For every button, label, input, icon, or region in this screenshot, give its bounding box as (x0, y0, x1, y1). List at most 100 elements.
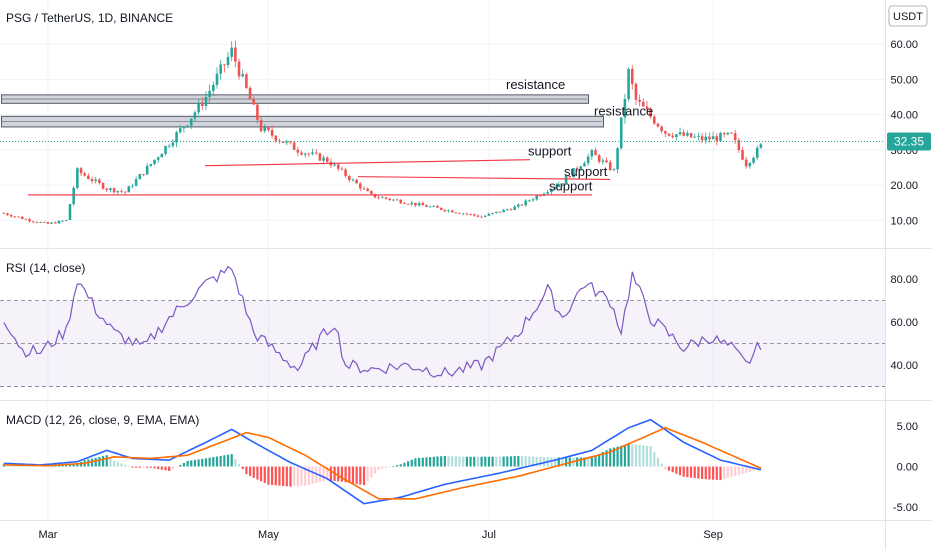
candle-body (267, 127, 270, 131)
candle-body (384, 197, 388, 199)
candle-body (715, 136, 719, 141)
candle-body (612, 169, 616, 171)
candle-body (50, 222, 53, 224)
macd-histogram-bar (68, 463, 72, 467)
candle-body (461, 213, 465, 215)
support-lines (28, 159, 611, 196)
candle-body (83, 173, 86, 176)
macd-histogram-bar (634, 444, 638, 467)
macd-histogram-bar (609, 448, 612, 467)
macd-histogram-bar (193, 459, 197, 467)
macd-histogram-bar (271, 466, 274, 485)
macd-histogram-bar (465, 456, 468, 467)
macd-histogram-bar (282, 466, 285, 486)
macd-histogram-bar (237, 464, 241, 467)
candle-body (638, 99, 641, 102)
candle-body (439, 207, 443, 210)
macd-histogram-bar (429, 457, 432, 467)
candle-body (42, 222, 46, 223)
candle-body (300, 152, 303, 155)
macd-histogram-bar (293, 466, 296, 487)
macd-histogram-bar (359, 466, 362, 485)
macd-histogram-bar (542, 457, 546, 467)
macd-histogram-bar (726, 466, 729, 479)
macd-histogram-bar (440, 456, 443, 467)
candle-body (686, 133, 689, 136)
macd-histogram-bar (109, 457, 112, 467)
macd-histogram-bar (473, 456, 476, 467)
macd-histogram (2, 443, 762, 487)
candle-body (31, 221, 35, 223)
macd-histogram-bar (745, 466, 748, 473)
macd-histogram-bar (337, 466, 340, 482)
candle-body (572, 168, 575, 178)
candle-body (465, 213, 469, 215)
candle-body (72, 187, 75, 205)
support-line-0 (204, 159, 531, 167)
candle-body (575, 168, 579, 170)
macd-histogram-bar (498, 456, 502, 467)
macd-histogram-bar (697, 466, 700, 479)
rsi-title[interactable]: RSI (14, close) (6, 261, 85, 275)
macd-histogram-bar (160, 466, 163, 470)
candle-body (377, 197, 380, 199)
last-price-value: 32.35 (894, 135, 924, 149)
candle-body (748, 162, 752, 167)
macd-histogram-bar (553, 457, 557, 467)
candle-body (406, 203, 410, 205)
macd-histogram-bar (487, 456, 491, 467)
candle-body (579, 166, 583, 170)
candle-body (278, 140, 281, 142)
macd-histogram-bar (377, 466, 380, 470)
candle-body (491, 212, 494, 214)
candle-body (197, 102, 200, 113)
macd-histogram-bar (612, 447, 615, 467)
candle-body (528, 200, 531, 202)
candle-body (517, 204, 520, 207)
macd-histogram-bar (484, 456, 487, 467)
macd-histogram-bar (223, 455, 226, 467)
candle-body (2, 213, 6, 215)
macd-histogram-bar (98, 456, 101, 467)
candle-body (590, 150, 594, 157)
grid-lines (0, 0, 885, 520)
candle-body (303, 153, 307, 155)
time-tick-1: May (258, 529, 279, 541)
macd-histogram-bar (458, 456, 461, 467)
candle-body (90, 179, 94, 182)
last-price-tag: 32.35 (887, 132, 931, 151)
candle-body (432, 206, 436, 207)
candle-body (509, 209, 513, 211)
macd-histogram-bar (326, 466, 329, 481)
macd-histogram-bar (598, 453, 601, 467)
macd-histogram-bar (76, 463, 79, 467)
candle-body (697, 136, 700, 137)
candle-body (101, 182, 105, 189)
macd-histogram-bar (226, 454, 230, 467)
macd-histogram-bar (737, 466, 740, 475)
candle-body (671, 135, 674, 138)
macd-histogram-bar (675, 466, 678, 474)
macd-histogram-bar (307, 466, 310, 485)
candle-body (186, 125, 189, 128)
candle-body (472, 214, 476, 216)
candle-body (447, 210, 450, 212)
macd-histogram-bar (120, 463, 123, 467)
macd-histogram-bar (495, 456, 498, 467)
candle-body (630, 68, 634, 84)
macd-histogram-bar (179, 464, 182, 467)
candle-body (476, 215, 480, 217)
macd-histogram-bar (712, 466, 715, 480)
candle-body (667, 133, 671, 136)
currency-button[interactable]: USDT (888, 5, 928, 27)
candle-body (193, 112, 197, 119)
macd-histogram-bar (539, 456, 542, 467)
candle-body (535, 195, 538, 200)
candle-body (292, 142, 296, 150)
candle-body (553, 186, 557, 189)
macd-title[interactable]: MACD (12, 26, close, 9, EMA, EMA) (6, 413, 199, 427)
candle-body (215, 73, 219, 85)
macd-histogram-bar (660, 463, 663, 467)
candle-body (212, 84, 215, 91)
